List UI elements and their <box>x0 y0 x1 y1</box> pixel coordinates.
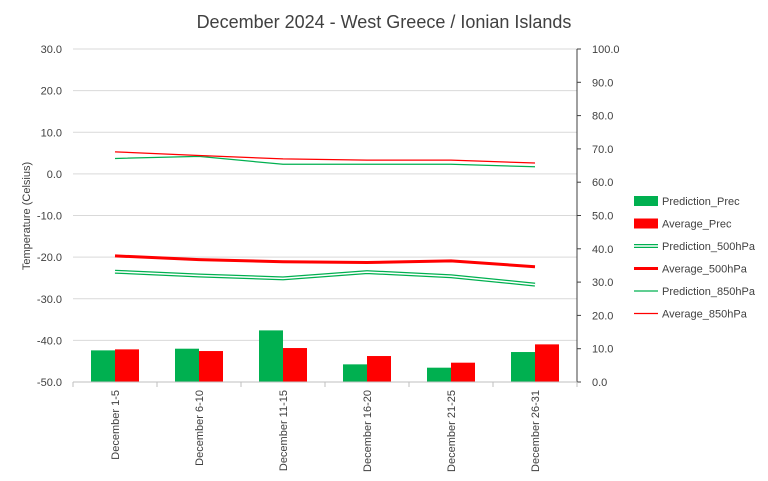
y-axis-left-tick-label: -40.0 <box>37 335 62 347</box>
y-axis-left-tick-label: 30.0 <box>41 44 62 56</box>
y-axis-right-tick-label: 90.0 <box>592 77 613 89</box>
y-axis-right-tick-label: 10.0 <box>592 344 613 356</box>
y-axis-left-tick-label: -20.0 <box>37 252 62 264</box>
bar-average-prec <box>451 362 475 382</box>
y-axis-left-tick-label: 20.0 <box>41 86 62 98</box>
y-axis-right-tick-label: 20.0 <box>592 310 613 322</box>
legend-prediction-850hpa: Prediction_850hPa <box>634 286 756 298</box>
axes <box>72 48 581 387</box>
line-average-500hpa <box>114 254 536 269</box>
left-axis-ticks: 30.0 20.0 10.0 0.0 -10.0 -20.0 -30.0 -40.0 -50.0 <box>37 44 62 389</box>
lines <box>114 151 536 287</box>
gridlines <box>73 48 577 383</box>
x-axis-tick-label: December 6-10 <box>194 390 206 466</box>
y-axis-right-tick-label: 60.0 <box>592 177 613 189</box>
legend-average-500hpa-label: Average_500hPa <box>662 264 748 276</box>
legend-prediction-prec-label: Prediction_Prec <box>662 196 740 208</box>
y-axis-right-tick-label: 30.0 <box>592 277 613 289</box>
legend-prediction-500hpa-label: Prediction_500hPa <box>662 241 756 253</box>
legend-average-500hpa: Average_500hPa <box>634 264 748 276</box>
right-axis-ticks: 100.0 90.0 80.0 70.0 60.0 50.0 40.0 30.0 20.0 10.… <box>592 44 620 389</box>
line-average-850hpa <box>114 151 536 164</box>
x-axis-tick-label: December 16-20 <box>362 390 374 472</box>
y-axis-right-tick-label: 50.0 <box>592 211 613 223</box>
y-axis-right-tick-label: 80.0 <box>592 111 613 123</box>
bar-prediction-prec <box>343 364 367 382</box>
y-axis-left-tick-label: -50.0 <box>37 377 62 389</box>
bar-prediction-prec <box>91 350 115 382</box>
legend-prediction-prec: Prediction_Prec <box>634 196 740 208</box>
line-prediction-850hpa <box>114 155 536 168</box>
bar-prediction-prec <box>259 330 283 382</box>
legend-prediction-500hpa: Prediction_500hPa <box>634 241 756 253</box>
y-axis-left-title: Temperature (Celsius) <box>21 162 33 270</box>
y-axis-right-tick-label: 40.0 <box>592 244 613 256</box>
y-axis-right-tick-label: 70.0 <box>592 144 613 156</box>
chart-title: December 2024 - West Greece / Ionian Isl… <box>197 12 572 32</box>
x-axis-tick-label: December 21-25 <box>446 390 458 472</box>
legend-prediction-850hpa-label: Prediction_850hPa <box>662 286 756 298</box>
x-axis-tick-label: December 11-15 <box>278 390 290 471</box>
bar-average-prec <box>199 351 223 382</box>
y-axis-left-tick-label: 10.0 <box>41 127 62 139</box>
bar-prediction-prec <box>175 348 199 382</box>
bars <box>91 330 559 382</box>
legend-prediction-prec-swatch <box>634 196 658 206</box>
line-prediction-500hpa-inner <box>114 270 536 286</box>
y-axis-left-tick-label: 0.0 <box>47 169 62 181</box>
x-axis-tick-label: December 26-31 <box>530 390 542 472</box>
bar-average-prec <box>283 348 307 382</box>
x-axis-tick-label: December 1-5 <box>110 390 122 460</box>
y-axis-left-tick-label: -30.0 <box>37 294 62 306</box>
legend-average-prec-swatch <box>634 218 658 229</box>
bar-prediction-prec <box>511 352 535 382</box>
x-axis-ticks: December 1-5 December 6-10 December 11-15 D… <box>110 390 542 472</box>
legend-average-prec-label: Average_Prec <box>662 219 732 231</box>
y-axis-right-tick-label: 100.0 <box>592 44 620 56</box>
y-axis-right-tick-label: 0.0 <box>592 377 607 389</box>
legend-average-850hpa: Average_850hPa <box>634 309 748 321</box>
bar-prediction-prec <box>427 367 451 382</box>
legend-average-prec: Average_Prec <box>634 218 732 231</box>
legend: Prediction_Prec Average_Prec Prediction_50… <box>634 196 756 321</box>
y-axis-left-tick-label: -10.0 <box>37 211 62 223</box>
bar-average-prec <box>115 349 139 382</box>
legend-average-850hpa-label: Average_850hPa <box>662 309 748 321</box>
bar-average-prec <box>535 344 559 382</box>
bar-average-prec <box>367 356 391 382</box>
